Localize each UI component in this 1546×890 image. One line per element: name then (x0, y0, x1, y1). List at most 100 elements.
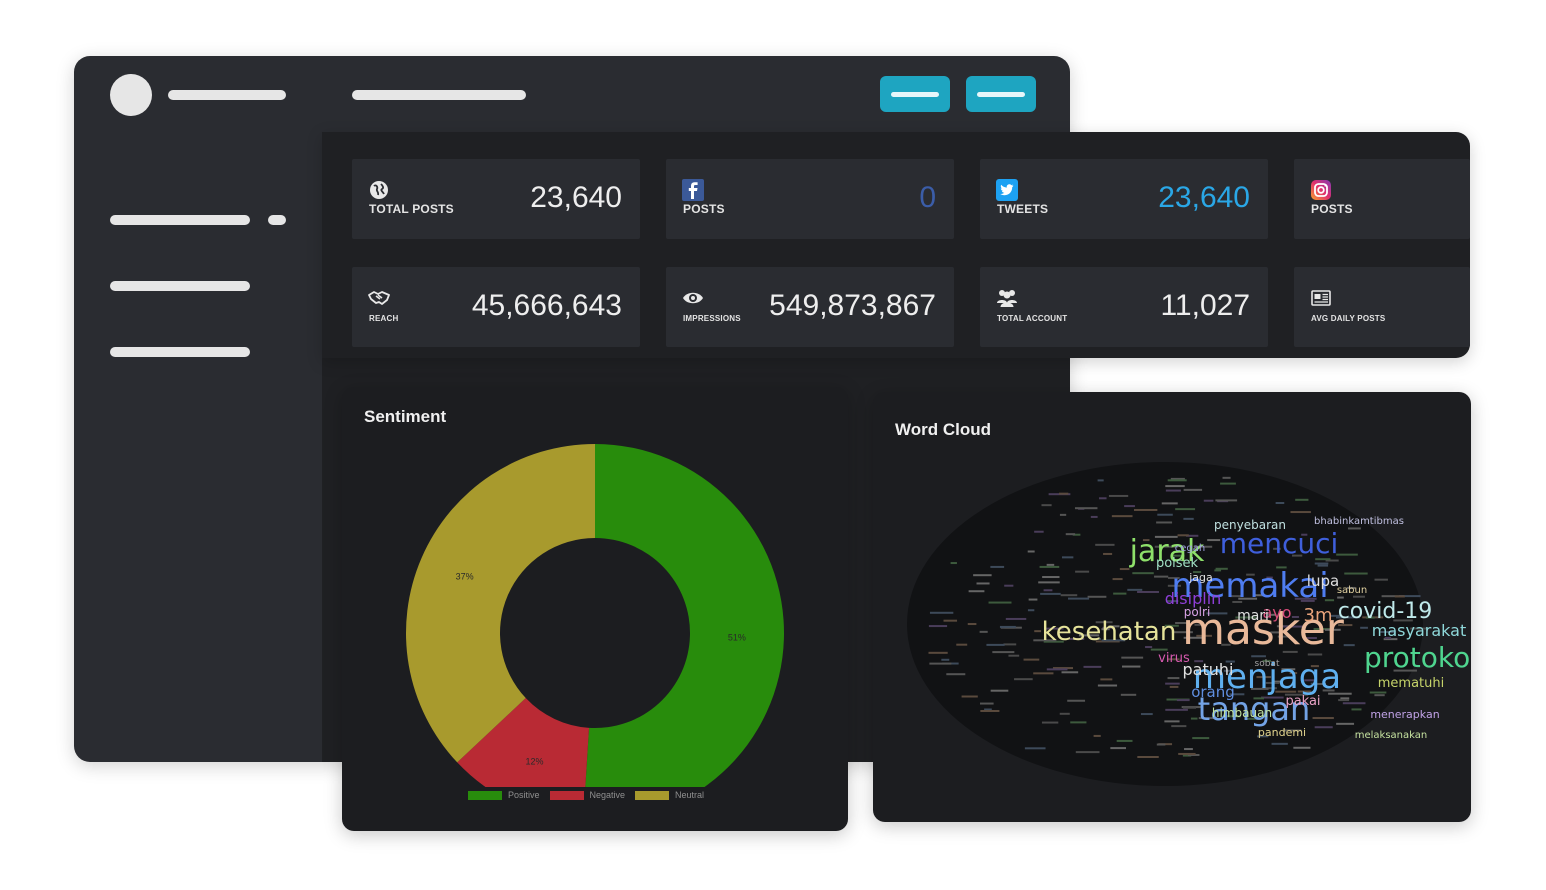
donut-slice-positive[interactable] (583, 444, 785, 787)
word-cloud-minor-word (1297, 690, 1312, 693)
stat-card-facebook-posts[interactable]: POSTS 0 (666, 159, 954, 239)
word-cloud-minor-word (1169, 685, 1179, 688)
word-cloud-word[interactable]: 3m (1304, 605, 1333, 626)
word-cloud-minor-word (980, 702, 994, 705)
legend-item-neutral[interactable]: Neutral (635, 790, 704, 800)
word-cloud-minor-word (1225, 660, 1235, 663)
word-cloud-minor-word (1270, 631, 1282, 634)
word-cloud-word[interactable]: protokol (1364, 641, 1471, 674)
word-cloud-word[interactable]: jarak (1129, 534, 1205, 569)
word-cloud-word[interactable]: mari (1237, 608, 1269, 624)
word-cloud-word[interactable]: jaga (1188, 571, 1213, 584)
word-cloud-minor-word (1122, 665, 1141, 668)
stat-value: 0 (919, 181, 936, 214)
legend-label: Neutral (675, 790, 705, 800)
word-cloud-word[interactable]: sobat (1255, 659, 1280, 669)
word-cloud-minor-word (1154, 545, 1178, 548)
word-cloud-minor-word (999, 625, 1016, 628)
sidebar-item-1[interactable] (110, 215, 250, 225)
word-cloud-minor-word (1165, 682, 1180, 685)
legend-item-negative[interactable]: Negative (549, 790, 625, 800)
word-cloud-word[interactable]: covid-19 (1338, 599, 1433, 624)
word-cloud-minor-word (1101, 639, 1126, 642)
word-cloud-minor-word (1070, 721, 1087, 724)
word-cloud-minor-word (1164, 624, 1179, 627)
word-cloud-minor-word (1275, 501, 1285, 504)
word-cloud-minor-word (1167, 677, 1180, 680)
word-cloud-minor-word (988, 601, 1012, 604)
word-cloud-minor-word (1108, 625, 1120, 628)
word-cloud-minor-word (1284, 693, 1309, 696)
wordcloud-title: Word Cloud (895, 420, 991, 439)
word-cloud-minor-word (1023, 658, 1040, 661)
word-cloud-minor-word (1196, 634, 1212, 637)
word-cloud-word[interactable]: lupa (1307, 572, 1339, 590)
stat-card-tweets[interactable]: TWEETS 23,640 (980, 159, 1268, 239)
legend-label: Positive (508, 790, 540, 800)
word-cloud-minor-word (1253, 697, 1264, 700)
word-cloud-minor-word (1194, 545, 1213, 548)
word-cloud-minor-word (1175, 508, 1196, 511)
word-cloud-word[interactable]: penyebaran (1214, 518, 1286, 532)
word-cloud-word[interactable]: ayo (1262, 603, 1291, 622)
donut-slice-negative[interactable] (457, 698, 590, 787)
avatar[interactable] (110, 74, 152, 116)
stat-card-impressions[interactable]: IMPRESSIONS 549,873,867 (666, 267, 954, 347)
sidebar-item-3[interactable] (110, 347, 250, 357)
legend-item-positive[interactable]: Positive (468, 790, 540, 800)
word-cloud-word[interactable]: polsek (1156, 556, 1199, 571)
word-cloud-word[interactable]: mencuci (1220, 527, 1339, 560)
stat-card-reach[interactable]: REACH 45,666,643 (352, 267, 640, 347)
word-cloud-minor-word (1175, 621, 1187, 624)
stat-value: 11,027 (1160, 289, 1250, 322)
word-cloud-word[interactable]: sabun (1337, 585, 1367, 596)
word-cloud-minor-word (1113, 592, 1127, 595)
word-cloud-word[interactable]: bhabinkamtibmas (1314, 516, 1404, 527)
word-cloud-minor-word (1394, 595, 1405, 598)
donut-slice-neutral[interactable] (406, 444, 595, 763)
word-cloud-word[interactable]: pandemi (1258, 726, 1306, 739)
header-button-2[interactable] (966, 76, 1036, 112)
word-cloud-word[interactable]: himbauan (1212, 706, 1272, 720)
word-cloud-minor-word (1235, 616, 1257, 619)
stat-card-total-posts[interactable]: TOTAL POSTS 23,640 (352, 159, 640, 239)
word-cloud-minor-word (967, 623, 977, 626)
word-cloud-minor-word (1351, 708, 1362, 711)
word-cloud-word[interactable]: disiplin (1165, 589, 1222, 608)
sentiment-panel: Sentiment 51% 12% 37% Positive Negative Ne… (342, 387, 848, 831)
word-cloud-word[interactable]: polri (1184, 605, 1211, 619)
word-cloud-word[interactable]: virus (1158, 651, 1190, 666)
stat-card-total-account[interactable]: TOTAL ACCOUNT 11,027 (980, 267, 1268, 347)
word-cloud-minor-word (1301, 533, 1308, 536)
word-cloud-word[interactable]: patuhi (1183, 660, 1234, 679)
word-cloud-minor-word (1167, 576, 1180, 579)
word-cloud-word[interactable]: pakai (1285, 694, 1320, 709)
word-cloud-word[interactable]: menerapkan (1370, 708, 1439, 721)
word-cloud-minor-word (1112, 578, 1123, 581)
word-cloud-word[interactable]: tangan (1198, 690, 1311, 728)
word-cloud-minor-word (1314, 562, 1329, 565)
word-cloud-minor-word (1142, 539, 1150, 542)
word-cloud-word[interactable]: masyarakat (1372, 621, 1466, 640)
word-cloud-minor-word (1251, 655, 1266, 658)
word-cloud-minor-word (984, 708, 992, 711)
word-cloud-minor-word (1187, 753, 1200, 756)
word-cloud-word[interactable]: cegah (1175, 543, 1205, 554)
stat-card-avg-daily-posts[interactable]: AVG DAILY POSTS (1294, 267, 1470, 347)
word-cloud-word[interactable]: mematuhi (1378, 676, 1444, 691)
word-cloud-minor-word (1067, 597, 1090, 600)
word-cloud-word[interactable]: menjaga (1193, 657, 1341, 697)
word-cloud-word[interactable]: orang (1191, 683, 1235, 701)
word-cloud-word[interactable]: memakai (1171, 566, 1328, 606)
word-cloud-word[interactable]: masker (1182, 604, 1345, 655)
word-cloud-word[interactable]: melaksanakan (1355, 730, 1427, 741)
word-cloud-minor-word (1110, 747, 1127, 750)
header-button-1[interactable] (880, 76, 950, 112)
word-cloud-minor-word (1127, 588, 1143, 591)
word-cloud-minor-word (1101, 628, 1110, 631)
sidebar-item-2[interactable] (110, 281, 250, 291)
legend-swatch (549, 790, 584, 800)
word-cloud-word[interactable]: kesehatan (1042, 617, 1177, 647)
word-cloud-minor-word (1033, 672, 1054, 675)
stat-card-instagram-posts[interactable]: POSTS (1294, 159, 1470, 239)
